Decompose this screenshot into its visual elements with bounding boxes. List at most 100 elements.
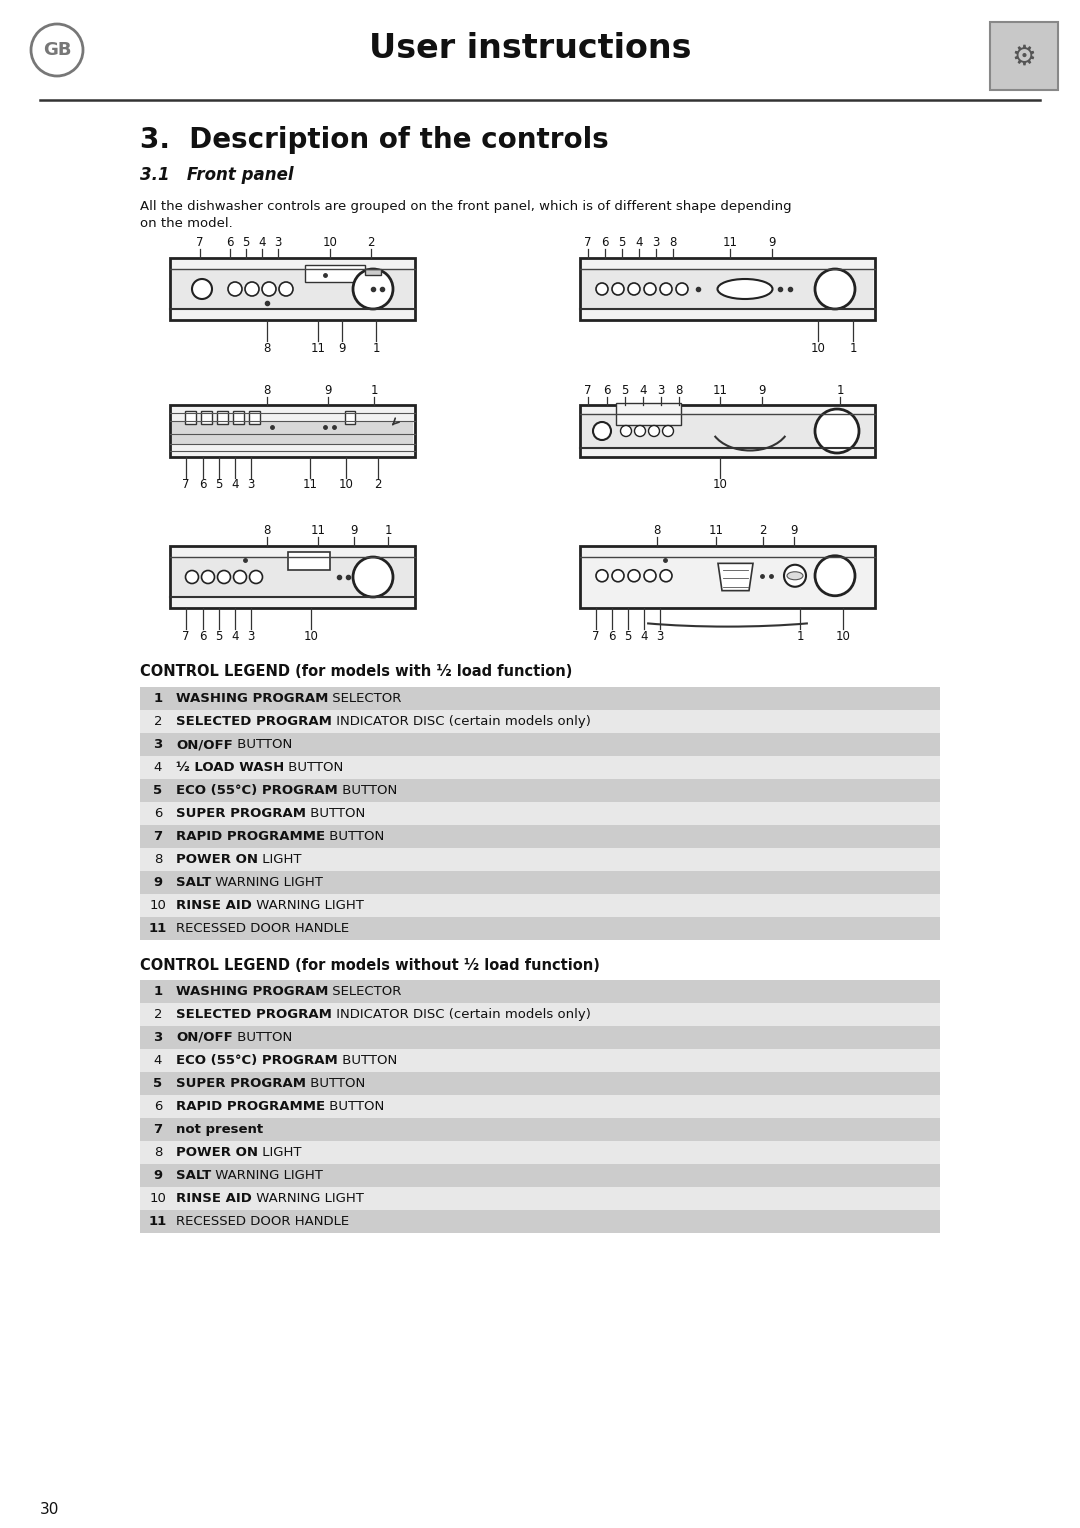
Text: WARNING LIGHT: WARNING LIGHT xyxy=(252,1192,364,1206)
Text: 11: 11 xyxy=(311,524,325,536)
Bar xyxy=(140,979,940,1002)
Circle shape xyxy=(644,570,656,582)
Text: 11: 11 xyxy=(713,384,728,396)
Bar xyxy=(217,411,228,425)
Bar xyxy=(140,871,940,894)
Text: 5: 5 xyxy=(215,630,222,642)
Circle shape xyxy=(593,422,611,440)
Circle shape xyxy=(612,283,624,295)
Text: 8: 8 xyxy=(653,524,661,536)
Text: 5: 5 xyxy=(215,478,222,492)
Bar xyxy=(345,411,355,425)
Text: 9: 9 xyxy=(338,341,346,354)
Circle shape xyxy=(279,283,293,296)
Bar xyxy=(140,1164,940,1187)
Text: 9: 9 xyxy=(324,384,332,396)
Bar xyxy=(170,405,415,457)
Circle shape xyxy=(186,570,199,584)
Circle shape xyxy=(621,425,632,437)
Bar xyxy=(580,258,875,319)
Text: 5: 5 xyxy=(624,630,632,642)
Text: RINSE AID: RINSE AID xyxy=(176,898,252,912)
Text: BUTTON: BUTTON xyxy=(338,1054,397,1067)
Circle shape xyxy=(217,570,230,584)
Text: 11: 11 xyxy=(723,235,738,249)
Text: 3: 3 xyxy=(657,630,664,642)
Text: 6: 6 xyxy=(153,1100,162,1112)
Bar xyxy=(582,414,873,448)
Circle shape xyxy=(353,269,393,309)
Text: 1: 1 xyxy=(836,384,843,396)
Text: 4: 4 xyxy=(153,1054,162,1067)
Text: 2: 2 xyxy=(375,478,381,492)
Ellipse shape xyxy=(717,280,772,299)
Bar xyxy=(580,405,875,457)
Bar xyxy=(140,1073,940,1096)
Text: GB: GB xyxy=(43,41,71,60)
Bar xyxy=(140,1096,940,1118)
Bar xyxy=(233,411,244,425)
Text: 2: 2 xyxy=(367,235,375,249)
Circle shape xyxy=(249,570,262,584)
Circle shape xyxy=(676,283,688,295)
Text: 4: 4 xyxy=(153,761,162,775)
Text: 3: 3 xyxy=(153,738,163,750)
Bar xyxy=(172,420,413,445)
Circle shape xyxy=(660,570,672,582)
Text: 6: 6 xyxy=(608,630,616,642)
Text: LIGHT: LIGHT xyxy=(258,853,301,866)
Text: 7: 7 xyxy=(584,384,592,396)
Bar xyxy=(140,1141,940,1164)
Circle shape xyxy=(228,283,242,296)
Circle shape xyxy=(245,283,259,296)
Text: 2: 2 xyxy=(153,715,162,727)
Text: 8: 8 xyxy=(153,853,162,866)
Text: 5: 5 xyxy=(153,784,163,798)
Text: 30: 30 xyxy=(40,1502,59,1517)
Bar xyxy=(140,1025,940,1050)
Text: 6: 6 xyxy=(226,235,233,249)
Text: CONTROL LEGEND (for models without ½ load function): CONTROL LEGEND (for models without ½ loa… xyxy=(140,958,599,972)
Text: RECESSED DOOR HANDLE: RECESSED DOOR HANDLE xyxy=(176,921,349,935)
Text: 3: 3 xyxy=(652,235,660,249)
Text: 10: 10 xyxy=(836,630,850,642)
Text: 6: 6 xyxy=(199,630,206,642)
Text: 6: 6 xyxy=(602,235,609,249)
Circle shape xyxy=(815,410,859,452)
Text: INDICATOR DISC (certain models only): INDICATOR DISC (certain models only) xyxy=(332,715,591,727)
Circle shape xyxy=(662,425,674,437)
Text: 2: 2 xyxy=(153,1008,162,1021)
Text: 10: 10 xyxy=(338,478,353,492)
Bar xyxy=(172,558,413,597)
Text: 10: 10 xyxy=(811,341,825,354)
Text: 5: 5 xyxy=(242,235,249,249)
Bar xyxy=(365,269,381,275)
Circle shape xyxy=(233,570,246,584)
Text: ON/OFF: ON/OFF xyxy=(176,1031,233,1044)
Text: 5: 5 xyxy=(621,384,629,396)
Text: 9: 9 xyxy=(153,1169,163,1183)
Text: 8: 8 xyxy=(675,384,683,396)
Text: 4: 4 xyxy=(640,630,648,642)
Text: 4: 4 xyxy=(635,235,643,249)
Circle shape xyxy=(596,570,608,582)
Text: 8: 8 xyxy=(264,341,271,354)
Circle shape xyxy=(353,558,393,597)
Text: ⚙: ⚙ xyxy=(1012,43,1037,70)
Text: 7: 7 xyxy=(183,630,190,642)
Text: 7: 7 xyxy=(153,1123,163,1135)
Text: 11: 11 xyxy=(149,921,167,935)
Bar xyxy=(140,756,940,779)
Text: 9: 9 xyxy=(768,235,775,249)
Circle shape xyxy=(635,425,646,437)
Text: 3: 3 xyxy=(153,1031,163,1044)
Text: RECESSED DOOR HANDLE: RECESSED DOOR HANDLE xyxy=(176,1215,349,1229)
Circle shape xyxy=(784,565,806,587)
Text: All the dishwasher controls are grouped on the front panel, which is of differen: All the dishwasher controls are grouped … xyxy=(140,200,792,212)
Text: 10: 10 xyxy=(149,1192,166,1206)
Text: 4: 4 xyxy=(231,478,239,492)
Text: WARNING LIGHT: WARNING LIGHT xyxy=(212,1169,323,1183)
Text: SELECTOR: SELECTOR xyxy=(328,692,402,704)
Text: BUTTON: BUTTON xyxy=(325,830,384,843)
Circle shape xyxy=(612,570,624,582)
